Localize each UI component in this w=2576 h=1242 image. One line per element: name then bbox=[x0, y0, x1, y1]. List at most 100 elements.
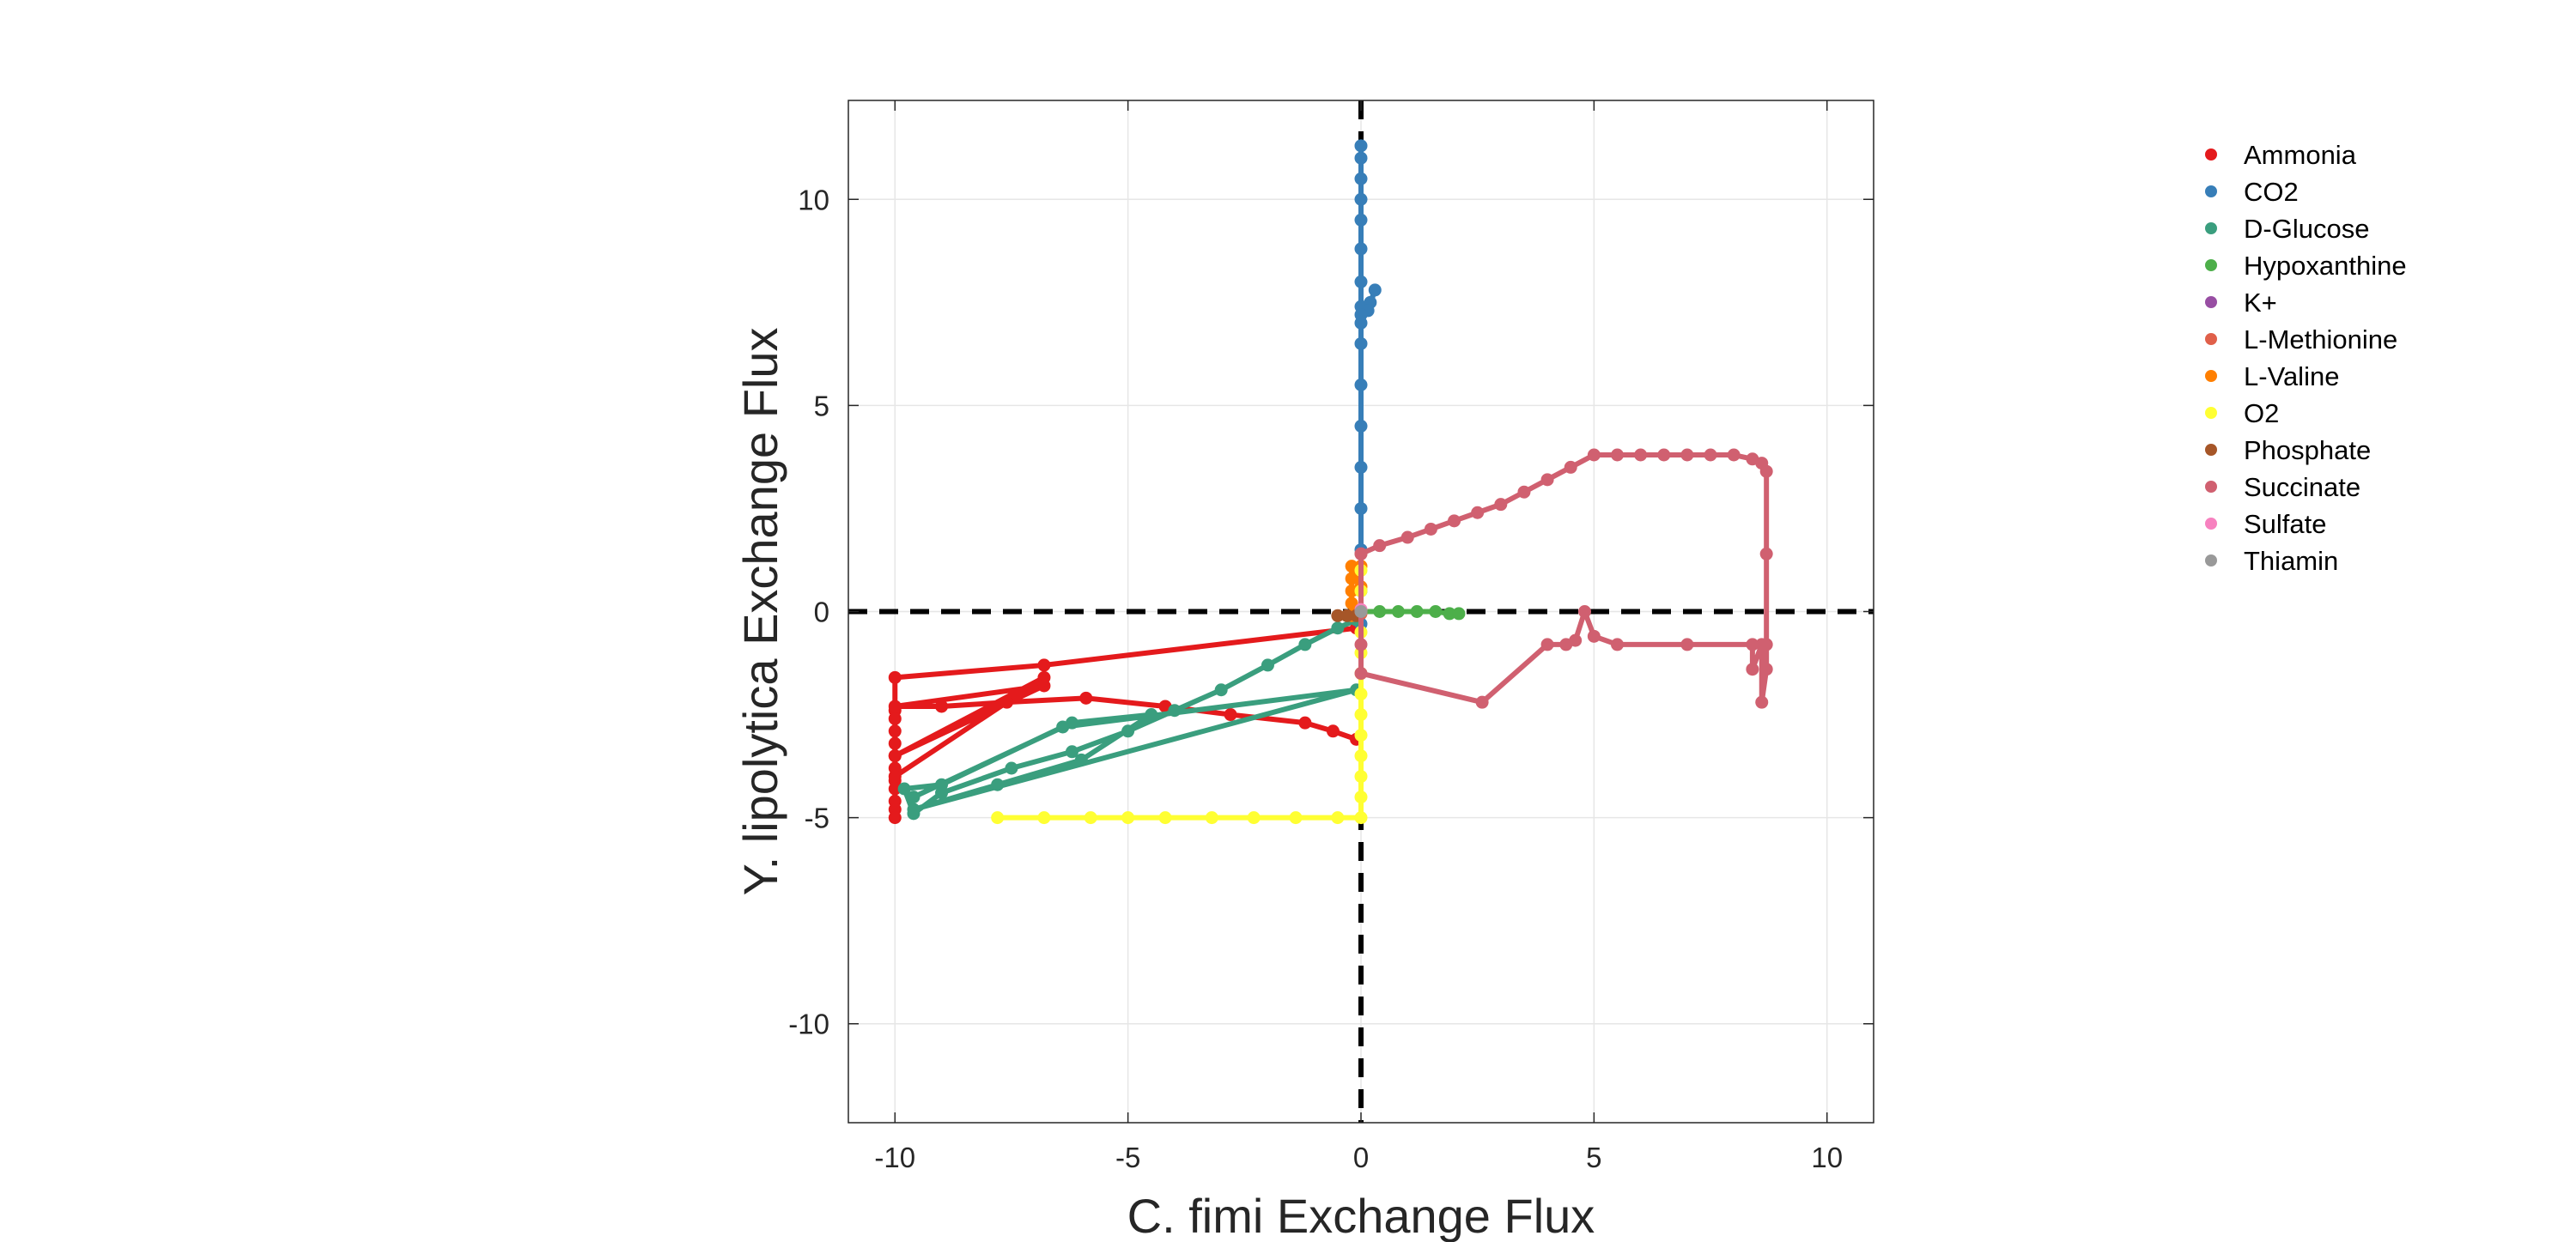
data-point-ammonia bbox=[888, 700, 902, 713]
data-point-ammonia bbox=[1326, 724, 1340, 738]
legend-label-o2: O2 bbox=[2244, 398, 2279, 428]
data-point-d-glucose bbox=[1121, 724, 1135, 738]
legend-label-l-valine: L-Valine bbox=[2244, 361, 2339, 391]
data-point-succinate bbox=[1634, 448, 1648, 462]
data-point-l-valine bbox=[1345, 572, 1358, 585]
data-point-succinate bbox=[1354, 547, 1368, 560]
data-point-succinate bbox=[1373, 539, 1387, 553]
legend-label-ammonia: Ammonia bbox=[2244, 140, 2357, 170]
data-point-succinate bbox=[1611, 638, 1624, 651]
data-point-succinate bbox=[1559, 638, 1573, 651]
y-axis-title: Y. lipolytica Exchange Flux bbox=[733, 328, 787, 896]
data-point-co2 bbox=[1354, 213, 1368, 227]
data-point-co2 bbox=[1354, 192, 1368, 206]
data-point-co2 bbox=[1368, 283, 1382, 297]
legend-label-phosphate: Phosphate bbox=[2244, 435, 2371, 465]
data-point-d-glucose bbox=[1168, 704, 1182, 718]
data-point-succinate bbox=[1746, 638, 1759, 651]
legend-marker-l-valine bbox=[2205, 370, 2217, 382]
data-point-ammonia bbox=[1298, 716, 1312, 730]
data-point-co2 bbox=[1354, 275, 1368, 288]
data-point-co2 bbox=[1354, 151, 1368, 165]
data-point-succinate bbox=[1746, 663, 1759, 676]
data-point-o2 bbox=[1354, 791, 1368, 804]
data-point-succinate bbox=[1680, 448, 1694, 462]
legend-marker-hypoxanthine bbox=[2205, 259, 2217, 271]
data-point-o2 bbox=[1354, 729, 1368, 742]
data-point-o2 bbox=[1205, 811, 1218, 825]
legend-label-thiamin: Thiamin bbox=[2244, 546, 2338, 576]
legend-marker-succinate bbox=[2205, 481, 2217, 493]
x-tick-label: -5 bbox=[1115, 1142, 1140, 1173]
legend-marker-k bbox=[2205, 296, 2217, 308]
y-tick-label: 0 bbox=[814, 597, 829, 628]
series-layer bbox=[888, 139, 1773, 825]
data-point-o2 bbox=[1354, 749, 1368, 763]
y-tick-label: -10 bbox=[788, 1009, 829, 1040]
data-point-d-glucose bbox=[991, 778, 1005, 791]
data-point-succinate bbox=[1564, 460, 1577, 474]
legend: Ammonia CO2 D-Glucose Hypoxanthine K+ L-Methi… bbox=[2205, 140, 2407, 576]
data-point-ammonia bbox=[888, 749, 902, 763]
y-tick-label: 5 bbox=[814, 390, 829, 421]
data-point-d-glucose bbox=[907, 803, 920, 816]
data-point-hypoxanthine bbox=[1391, 605, 1405, 618]
data-point-co2 bbox=[1354, 378, 1368, 391]
legend-label-k: K+ bbox=[2244, 288, 2277, 318]
data-point-phosphate bbox=[1340, 609, 1354, 622]
data-point-succinate bbox=[1578, 605, 1592, 618]
data-point-ammonia bbox=[888, 782, 902, 796]
legend-marker-thiamin bbox=[2205, 554, 2217, 566]
data-point-hypoxanthine bbox=[1429, 605, 1443, 618]
data-point-d-glucose bbox=[897, 782, 911, 796]
x-axis-title: C. fimi Exchange Flux bbox=[1127, 1189, 1595, 1242]
data-point-o2 bbox=[991, 811, 1005, 825]
data-point-ammonia bbox=[1037, 679, 1051, 693]
data-point-d-glucose bbox=[1261, 658, 1274, 672]
data-point-o2 bbox=[1247, 811, 1261, 825]
series-succinate bbox=[1354, 448, 1773, 709]
data-point-co2 bbox=[1354, 308, 1368, 322]
data-point-succinate bbox=[1657, 448, 1671, 462]
data-point-co2 bbox=[1354, 172, 1368, 185]
data-point-ammonia bbox=[1000, 695, 1014, 709]
data-point-succinate bbox=[1540, 473, 1554, 487]
legend-label-hypoxanthine: Hypoxanthine bbox=[2244, 251, 2407, 281]
series-hypoxanthine bbox=[1354, 605, 1466, 621]
data-point-co2 bbox=[1354, 139, 1368, 153]
data-point-o2 bbox=[1354, 811, 1368, 825]
legend-marker-l-methionine bbox=[2205, 333, 2217, 345]
data-point-ammonia bbox=[888, 670, 902, 684]
data-point-ammonia bbox=[888, 736, 902, 750]
legend-marker-sulfate bbox=[2205, 518, 2217, 530]
data-point-d-glucose bbox=[1005, 761, 1018, 775]
legend-marker-phosphate bbox=[2205, 444, 2217, 456]
data-point-succinate bbox=[1727, 448, 1741, 462]
data-point-succinate bbox=[1704, 448, 1717, 462]
data-point-o2 bbox=[1037, 811, 1051, 825]
x-tick-label: 0 bbox=[1353, 1142, 1369, 1173]
data-point-succinate bbox=[1475, 695, 1489, 709]
legend-marker-co2 bbox=[2205, 185, 2217, 197]
data-point-o2 bbox=[1331, 811, 1345, 825]
data-point-ammonia bbox=[1079, 691, 1093, 705]
data-point-succinate bbox=[1680, 638, 1694, 651]
series-thiamin bbox=[1354, 605, 1368, 618]
data-point-o2 bbox=[1289, 811, 1303, 825]
legend-label-d-glucose: D-Glucose bbox=[2244, 214, 2369, 244]
data-point-succinate bbox=[1759, 464, 1773, 478]
data-point-succinate bbox=[1587, 629, 1601, 643]
data-point-succinate bbox=[1448, 514, 1461, 528]
data-point-succinate bbox=[1354, 667, 1368, 681]
data-point-d-glucose bbox=[1145, 708, 1158, 722]
series-line-succinate bbox=[1358, 452, 1770, 706]
x-tick-label: -10 bbox=[874, 1142, 915, 1173]
data-point-succinate bbox=[1611, 448, 1624, 462]
data-point-phosphate bbox=[1331, 609, 1345, 622]
data-point-succinate bbox=[1587, 448, 1601, 462]
data-point-succinate bbox=[1354, 638, 1368, 651]
data-point-co2 bbox=[1354, 242, 1368, 256]
data-point-d-glucose bbox=[1298, 638, 1312, 651]
series-ammonia bbox=[888, 621, 1364, 825]
